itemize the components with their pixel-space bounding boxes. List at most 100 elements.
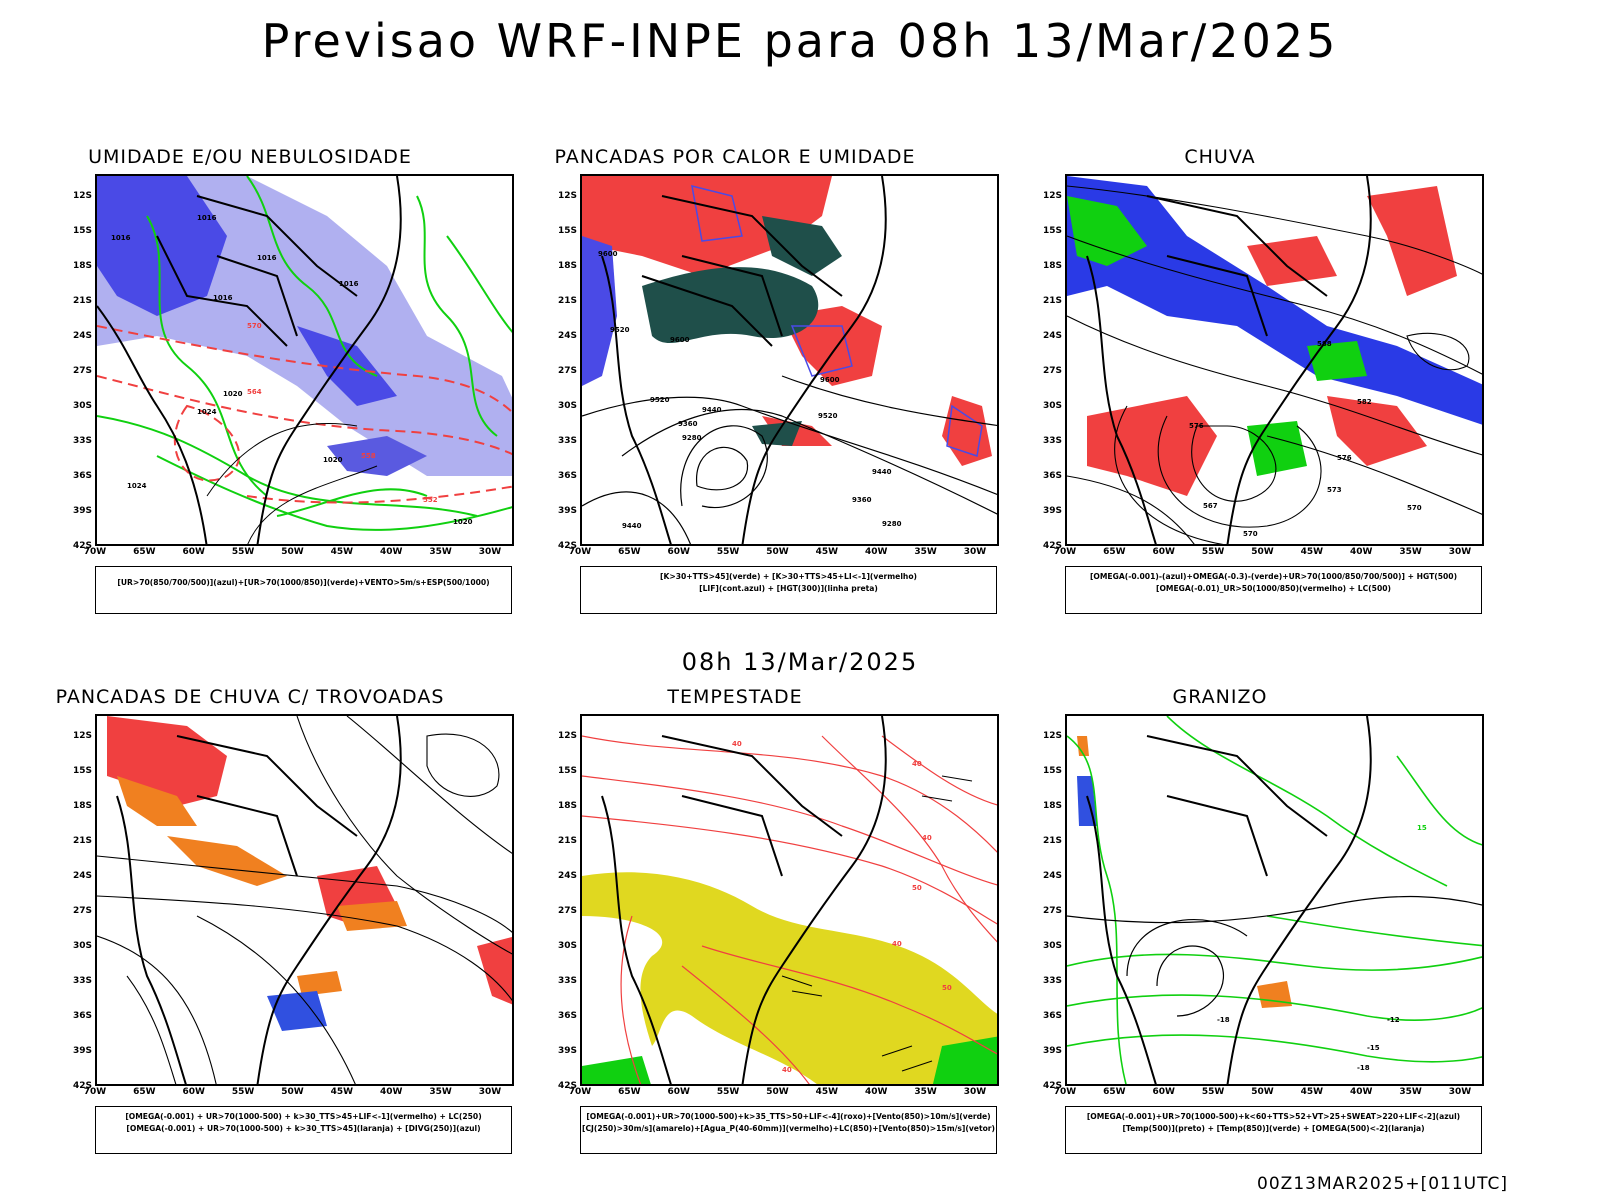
contour-label: -18 bbox=[1217, 1016, 1230, 1024]
humidity-blue-area-3 bbox=[327, 436, 427, 476]
lon-tick-label: 70W bbox=[1053, 1087, 1077, 1097]
contour-label: 576 bbox=[1189, 422, 1204, 430]
map-graphic: 1016 1016 1016 1016 1016 1020 1020 1024 … bbox=[97, 176, 512, 544]
thunder-orange-area bbox=[117, 776, 197, 826]
contour-label: 1020 bbox=[223, 390, 243, 398]
lon-tick-label: 50W bbox=[1251, 1087, 1274, 1097]
lat-tick-label: 27S bbox=[72, 906, 92, 916]
lon-tick-label: 60W bbox=[667, 547, 690, 557]
panel-legend: [OMEGA(-0.001) + UR>70(1000-500) + k>30_… bbox=[95, 1106, 512, 1154]
wind-green-area bbox=[932, 1036, 997, 1084]
map-storm[interactable]: 40 40 50 40 40 50 40 bbox=[580, 714, 999, 1086]
lon-tick-label: 60W bbox=[667, 1087, 690, 1097]
lon-tick-label: 45W bbox=[815, 547, 839, 557]
latitude-axis: 12S 15S 18S 21S 24S 27S 30S 33S 36S 39S 42S bbox=[60, 174, 94, 551]
instability-red-area bbox=[582, 176, 832, 276]
lat-tick-label: 36S bbox=[557, 1011, 577, 1021]
legend-line: [CJ(250)>30m/s](amarelo)+[Agua_P(40-60mm… bbox=[581, 1124, 996, 1133]
forecast-time: 08h 13/Mar/2025 bbox=[681, 648, 919, 676]
omega-green-area-2 bbox=[1247, 421, 1307, 476]
lon-tick-label: 35W bbox=[1399, 547, 1422, 557]
panel-humidity: UMIDADE E/OU NEBULOSIDADE 12S 15S 18S 21S 24… bbox=[10, 146, 514, 626]
thunder-orange-area-4 bbox=[297, 971, 342, 996]
latitude-axis: 12S 15S 18S 21S 24S 27S 30S 33S 36S 39S 42S bbox=[545, 174, 579, 551]
lat-tick-label: 30S bbox=[72, 941, 92, 951]
lat-tick-label: 24S bbox=[1042, 871, 1062, 881]
contour-label: 570 bbox=[1243, 530, 1258, 538]
panel-title: PANCADAS POR CALOR E UMIDADE bbox=[554, 146, 916, 168]
legend-line: [UR>70(850/700/500)](azul)+[UR>70(1000/8… bbox=[117, 578, 490, 587]
map-heat-showers[interactable]: 9600 9520 9600 9520 9440 9360 9280 9600 … bbox=[580, 174, 999, 546]
map-graphic: 40 40 50 40 40 50 40 bbox=[582, 716, 997, 1084]
panel-hail: GRANIZO 12S 15S 18S 21S 24S 27S 30S 33S 36S 39S 42… bbox=[980, 686, 1484, 1166]
contour-label: 40 bbox=[892, 940, 902, 948]
map-rain[interactable]: 588 582 576 570 573 567 570 576 bbox=[1065, 174, 1484, 546]
coastline bbox=[601, 716, 887, 1084]
lon-tick-label: 65W bbox=[618, 547, 641, 557]
lat-tick-label: 33S bbox=[1042, 436, 1062, 446]
contour-label: 588 bbox=[1317, 340, 1332, 348]
contour-label: 570 bbox=[247, 322, 262, 330]
humidity-blue-area-2 bbox=[297, 326, 397, 406]
streamlines bbox=[97, 716, 512, 1084]
lat-tick-label: 24S bbox=[72, 331, 92, 341]
coastline bbox=[1086, 716, 1372, 1084]
thunder-orange-area-2 bbox=[167, 836, 287, 886]
lat-tick-label: 27S bbox=[72, 366, 92, 376]
rain-red-area bbox=[1087, 396, 1217, 496]
panel-legend: [OMEGA(-0.001)+UR>70(1000-500)+k>35_TTS>… bbox=[580, 1106, 997, 1154]
lat-tick-label: 24S bbox=[1042, 331, 1062, 341]
lat-tick-label: 42S bbox=[557, 541, 577, 551]
lif-contours bbox=[691, 184, 983, 457]
lat-tick-label: 30S bbox=[1042, 401, 1062, 411]
lon-tick-label: 70W bbox=[568, 547, 592, 557]
lat-tick-label: 36S bbox=[72, 1011, 92, 1021]
coastline bbox=[601, 176, 887, 544]
lat-tick-label: 18S bbox=[1042, 261, 1062, 271]
latitude-axis: 12S 15S 18S 21S 24S 27S 30S 33S 36S 39S 42S bbox=[1030, 714, 1064, 1091]
contour-label: 9440 bbox=[622, 522, 642, 530]
thunder-red-area-3 bbox=[477, 937, 512, 1005]
lat-tick-label: 42S bbox=[72, 1081, 92, 1091]
lat-tick-label: 27S bbox=[557, 366, 577, 376]
lon-tick-label: 40W bbox=[1350, 1087, 1373, 1097]
lon-tick-label: 65W bbox=[618, 1087, 641, 1097]
map-hail[interactable]: -12 -15 -18 -18 15 bbox=[1065, 714, 1484, 1086]
map-thunderstorms[interactable] bbox=[95, 714, 514, 1086]
lat-tick-label: 12S bbox=[557, 191, 577, 201]
run-stamp: 00Z13MAR2025+[011UTC] bbox=[1257, 1174, 1508, 1194]
omega-blue-area bbox=[1067, 176, 1482, 425]
lat-tick-label: 21S bbox=[72, 296, 92, 306]
lat-tick-label: 30S bbox=[557, 401, 577, 411]
lat-tick-label: 33S bbox=[557, 436, 577, 446]
contour-label: 1024 bbox=[197, 408, 217, 416]
contour-label: 1016 bbox=[111, 234, 131, 242]
lon-tick-label: 55W bbox=[231, 547, 255, 557]
lon-tick-label: 45W bbox=[330, 1087, 354, 1097]
lon-tick-label: 35W bbox=[429, 1087, 452, 1097]
lon-tick-label: 55W bbox=[1201, 1087, 1225, 1097]
lon-tick-label: 40W bbox=[865, 547, 888, 557]
lon-tick-label: 45W bbox=[1300, 547, 1324, 557]
latitude-axis: 12S 15S 18S 21S 24S 27S 30S 33S 36S 39S 42S bbox=[1030, 174, 1064, 551]
contour-label: 40 bbox=[732, 740, 742, 748]
legend-line: [OMEGA(-0.01)_UR>50(1000/850)(vermelho) … bbox=[1156, 584, 1391, 593]
contour-label: 1020 bbox=[323, 456, 343, 464]
height-contours bbox=[582, 375, 997, 544]
lat-tick-label: 39S bbox=[557, 1046, 577, 1056]
panel-title: GRANIZO bbox=[1172, 686, 1268, 708]
legend-line: [OMEGA(-0.001)-(azul)+OMEGA(-0.3)-(verde… bbox=[1089, 572, 1458, 581]
lon-tick-label: 30W bbox=[1448, 547, 1472, 557]
map-humidity[interactable]: 1016 1016 1016 1016 1016 1020 1020 1024 … bbox=[95, 174, 514, 546]
contour-label: -18 bbox=[1357, 1064, 1370, 1072]
contour-label: 9600 bbox=[670, 336, 690, 344]
lat-tick-label: 39S bbox=[72, 1046, 92, 1056]
lon-tick-label: 60W bbox=[1152, 1087, 1175, 1097]
lon-tick-label: 50W bbox=[1251, 547, 1274, 557]
contour-label: 1020 bbox=[453, 518, 473, 526]
lon-tick-label: 40W bbox=[380, 547, 403, 557]
lon-tick-label: 45W bbox=[1300, 1087, 1324, 1097]
lon-tick-label: 30W bbox=[1448, 1087, 1472, 1097]
legend-line: [OMEGA(-0.001)+UR>70(1000-500)+k>35_TTS>… bbox=[586, 1112, 991, 1121]
contour-label: 570 bbox=[1407, 504, 1422, 512]
